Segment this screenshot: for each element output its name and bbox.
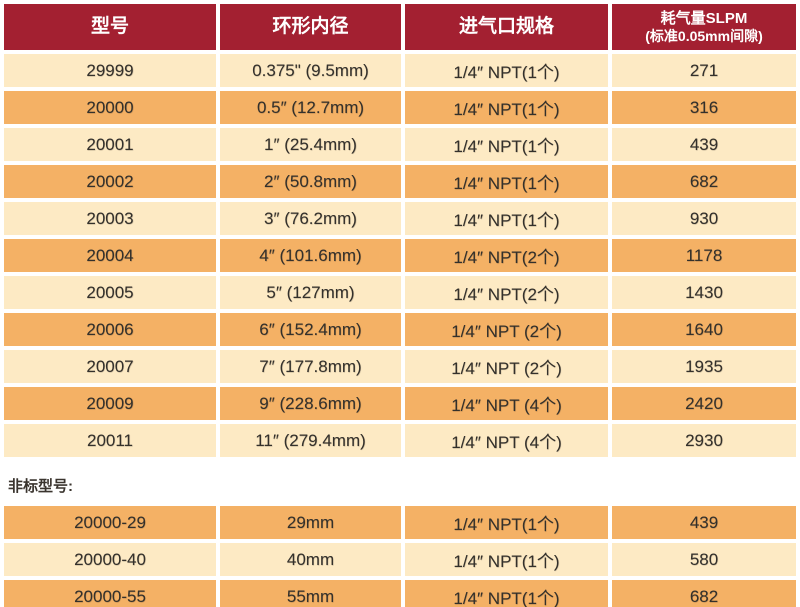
flow-cell: 682 (612, 580, 796, 607)
table-row: 20000-40 40mm 1/4″ NPT(1个) 580 (4, 543, 796, 576)
model-cell: 20000-55 (4, 580, 216, 607)
bore-cell: 2″ (50.8mm) (220, 165, 401, 198)
inlet-cell: 1/4″ NPT (4个) (405, 387, 608, 420)
flow-cell: 316 (612, 91, 796, 124)
inlet-cell: 1/4″ NPT(1个) (405, 580, 608, 607)
inlet-cell: 1/4″ NPT (2个) (405, 313, 608, 346)
inlet-cell: 1/4″ NPT(2个) (405, 239, 608, 272)
bore-cell: 40mm (220, 543, 401, 576)
model-cell: 20001 (4, 128, 216, 161)
inlet-cell: 1/4″ NPT(1个) (405, 128, 608, 161)
table-row: 20000-29 29mm 1/4″ NPT(1个) 439 (4, 506, 796, 539)
inlet-cell: 1/4″ NPT(1个) (405, 91, 608, 124)
inlet-cell: 1/4″ NPT(1个) (405, 54, 608, 87)
bore-cell: 0.375" (9.5mm) (220, 54, 401, 87)
flow-cell: 2420 (612, 387, 796, 420)
bore-cell: 1″ (25.4mm) (220, 128, 401, 161)
flow-cell: 439 (612, 128, 796, 161)
col-header-flow-label: 耗气量SLPM (660, 10, 748, 28)
flow-cell: 439 (612, 506, 796, 539)
model-cell: 20003 (4, 202, 216, 235)
bore-cell: 3″ (76.2mm) (220, 202, 401, 235)
bore-cell: 7″ (177.8mm) (220, 350, 401, 383)
model-cell: 20004 (4, 239, 216, 272)
inlet-cell: 1/4″ NPT(1个) (405, 506, 608, 539)
model-cell: 20000-40 (4, 543, 216, 576)
table-row: 20009 9″ (228.6mm) 1/4″ NPT (4个) 2420 (4, 387, 796, 420)
flow-cell: 1430 (612, 276, 796, 309)
inlet-cell: 1/4″ NPT(1个) (405, 543, 608, 576)
flow-cell: 1640 (612, 313, 796, 346)
table-row: 20000 0.5″ (12.7mm) 1/4″ NPT(1个) 316 (4, 91, 796, 124)
model-cell: 29999 (4, 54, 216, 87)
bore-cell: 0.5″ (12.7mm) (220, 91, 401, 124)
inlet-cell: 1/4″ NPT(1个) (405, 202, 608, 235)
model-cell: 20007 (4, 350, 216, 383)
table-row: 20005 5″ (127mm) 1/4″ NPT(2个) 1430 (4, 276, 796, 309)
bore-cell: 5″ (127mm) (220, 276, 401, 309)
table-row: 20002 2″ (50.8mm) 1/4″ NPT(1个) 682 (4, 165, 796, 198)
flow-cell: 580 (612, 543, 796, 576)
bore-cell: 55mm (220, 580, 401, 607)
model-cell: 20006 (4, 313, 216, 346)
flow-cell: 682 (612, 165, 796, 198)
col-header-flow-sublabel: (标准0.05mm间隙) (645, 27, 763, 44)
col-header-bore-label: 环形内径 (272, 16, 349, 38)
col-header-model: 型号 (4, 4, 216, 50)
table-row: 20001 1″ (25.4mm) 1/4″ NPT(1个) 439 (4, 128, 796, 161)
col-header-flow: 耗气量SLPM (标准0.05mm间隙) (612, 4, 796, 50)
table-row: 20003 3″ (76.2mm) 1/4″ NPT(1个) 930 (4, 202, 796, 235)
col-header-model-label: 型号 (90, 16, 129, 38)
model-cell: 20005 (4, 276, 216, 309)
nonstandard-models-label: 非标型号: (8, 478, 73, 495)
flow-cell: 1935 (612, 350, 796, 383)
bore-cell: 9″ (228.6mm) (220, 387, 401, 420)
table-row: 20007 7″ (177.8mm) 1/4″ NPT (2个) 1935 (4, 350, 796, 383)
model-cell: 20011 (4, 424, 216, 457)
inlet-cell: 1/4″ NPT(1个) (405, 165, 608, 198)
col-header-inlet-label: 进气口规格 (458, 16, 554, 38)
inlet-cell: 1/4″ NPT (2个) (405, 350, 608, 383)
flow-cell: 271 (612, 54, 796, 87)
inlet-cell: 1/4″ NPT(2个) (405, 276, 608, 309)
bore-cell: 11″ (279.4mm) (220, 424, 401, 457)
model-cell: 20000 (4, 91, 216, 124)
bore-cell: 29mm (220, 506, 401, 539)
model-cell: 20009 (4, 387, 216, 420)
table-row: 20000-55 55mm 1/4″ NPT(1个) 682 (4, 580, 796, 607)
flow-cell: 2930 (612, 424, 796, 457)
flow-cell: 1178 (612, 239, 796, 272)
model-cell: 20002 (4, 165, 216, 198)
nonstandard-spec-table: 20000-29 29mm 1/4″ NPT(1个) 439 20000-40 … (0, 502, 800, 607)
table-row: 20011 11″ (279.4mm) 1/4″ NPT (4个) 2930 (4, 424, 796, 457)
table-row: 20004 4″ (101.6mm) 1/4″ NPT(2个) 1178 (4, 239, 796, 272)
model-cell: 20000-29 (4, 506, 216, 539)
col-header-inlet: 进气口规格 (405, 4, 608, 50)
inlet-cell: 1/4″ NPT (4个) (405, 424, 608, 457)
table-header-row: 型号 环形内径 进气口规格 耗气量SLPM (标准0.05mm间隙) (4, 4, 796, 50)
col-header-bore: 环形内径 (220, 4, 401, 50)
flow-cell: 930 (612, 202, 796, 235)
bore-cell: 4″ (101.6mm) (220, 239, 401, 272)
main-spec-table: 型号 环形内径 进气口规格 耗气量SLPM (标准0.05mm间隙) 29999… (4, 4, 796, 457)
bore-cell: 6″ (152.4mm) (220, 313, 401, 346)
table-row: 29999 0.375" (9.5mm) 1/4″ NPT(1个) 271 (4, 54, 796, 87)
table-row: 20006 6″ (152.4mm) 1/4″ NPT (2个) 1640 (4, 313, 796, 346)
